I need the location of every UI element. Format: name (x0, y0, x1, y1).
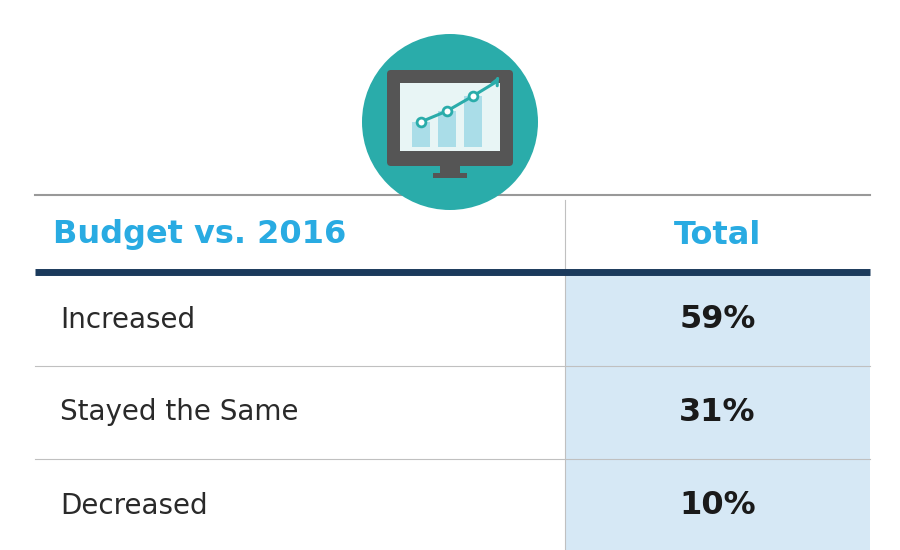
Bar (35, 273, 565, 366)
Bar (565, 273, 870, 366)
Text: 10%: 10% (680, 490, 756, 521)
Bar (440, 164, 460, 174)
Bar (35, 459, 565, 550)
Bar (412, 122, 430, 147)
Text: Increased: Increased (60, 305, 195, 333)
Bar (433, 173, 467, 178)
Text: 31%: 31% (680, 397, 756, 428)
Bar (400, 83, 500, 151)
Bar (565, 366, 870, 459)
Bar (565, 459, 870, 550)
Bar (438, 111, 456, 147)
FancyBboxPatch shape (387, 70, 513, 166)
Text: Decreased: Decreased (60, 492, 208, 520)
Point (466, 92, 481, 101)
Circle shape (362, 34, 538, 210)
Text: Total: Total (674, 219, 761, 250)
Bar (35, 366, 565, 459)
Text: Stayed the Same: Stayed the Same (60, 399, 299, 426)
Bar (35, 200, 870, 270)
Text: Budget vs. 2016: Budget vs. 2016 (53, 219, 346, 250)
Point (440, 107, 454, 116)
Bar (464, 96, 482, 147)
Point (414, 117, 428, 126)
Text: 59%: 59% (680, 304, 756, 335)
